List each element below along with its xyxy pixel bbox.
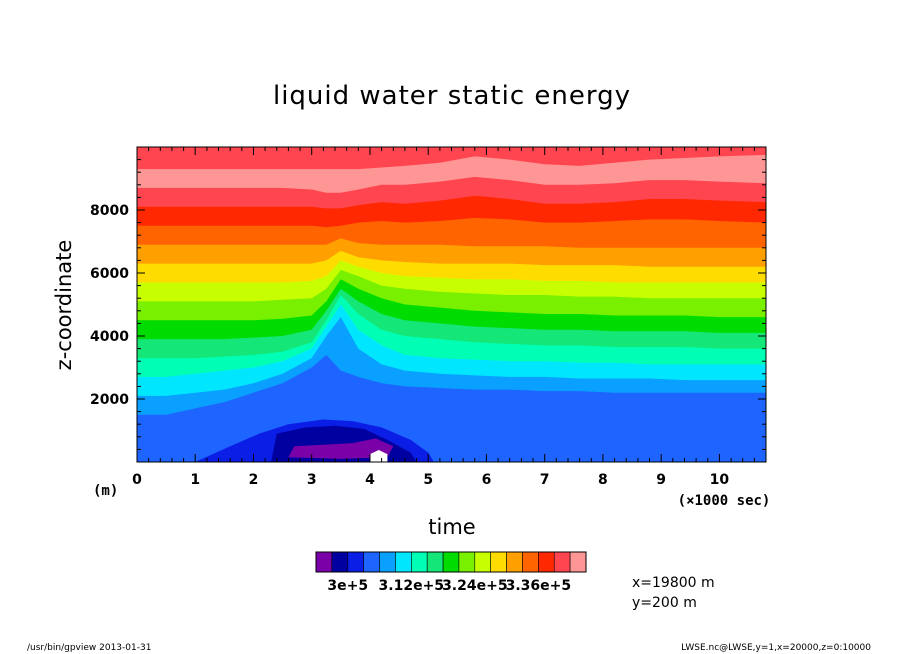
y-axis: 2000 4000 6000 8000 [90, 146, 766, 463]
footer-right: LWSE.nc@LWSE,y=1,x=20000,z=0:10000 [681, 643, 871, 653]
x-tick-label: 4 [365, 472, 375, 488]
x-tick-label: 10 [710, 472, 730, 488]
plot-area: 0 1 2 3 4 5 6 7 8 9 10 2000 4000 6000 8000 [90, 146, 767, 488]
x-location-info: x=19800 m [632, 575, 715, 591]
x-axis-label: time [428, 515, 475, 539]
colorbar-swatch [442, 551, 460, 573]
y-unit-label: (m) [93, 483, 118, 499]
colorbar-swatch [538, 551, 555, 573]
y-axis-label: z-coordinate [52, 240, 76, 371]
colorbar-swatch [395, 551, 412, 573]
colorbar-swatch [506, 551, 523, 573]
minimum-core [370, 450, 388, 462]
colorbar-swatch [490, 551, 507, 573]
y-tick-label: 6000 [90, 266, 129, 282]
colorbar-frame [315, 551, 587, 573]
colorbar-swatch [458, 551, 476, 573]
surface-minimum-region [195, 419, 434, 462]
x-tick-label: 8 [598, 472, 608, 488]
colorbar-swatch [426, 551, 444, 573]
colorbar-swatch [522, 551, 539, 573]
colorbar-swatch [569, 551, 587, 573]
colorbar-swatch [363, 551, 380, 573]
x-axis: 0 1 2 3 4 5 6 7 8 9 10 [132, 147, 767, 488]
colorbar-swatch [347, 551, 364, 573]
x-tick-label: 7 [540, 472, 550, 488]
y-location-info: y=200 m [632, 595, 697, 611]
x-tick-label: 0 [132, 472, 142, 488]
colorbar: 3e+5 3.12e+53.24e+53.36e+5 [315, 551, 587, 594]
colorbar-swatch [315, 551, 333, 573]
colorbar-tick-label: 3.36e+5 [506, 578, 572, 594]
x-tick-label: 2 [249, 472, 259, 488]
colorbar-swatch [331, 551, 349, 573]
colorbar-tick-label: 3.12e+5 [379, 578, 445, 594]
y-tick-label: 4000 [90, 329, 129, 345]
footer-left: /usr/bin/gpview 2013-01-31 [27, 643, 151, 653]
x-tick-label: 5 [423, 472, 433, 488]
colorbar-swatch [474, 551, 491, 573]
colorbar-tick-label: 3.24e+5 [442, 578, 508, 594]
y-tick-label: 8000 [90, 203, 129, 219]
y-tick-label: 2000 [90, 392, 129, 408]
colorbar-swatch [410, 551, 428, 573]
x-tick-label: 1 [190, 472, 200, 488]
contour-fills [137, 147, 766, 462]
colorbar-swatch [553, 551, 571, 573]
x-tick-label: 3 [307, 472, 317, 488]
colorbar-swatch [379, 551, 396, 573]
minimum-band-3 [288, 438, 394, 459]
x-unit-label: (×1000 sec) [678, 493, 771, 509]
colorbar-tick-label: 3e+5 [327, 578, 368, 594]
x-tick-label: 6 [482, 472, 492, 488]
chart-title: liquid water static energy [273, 81, 631, 111]
x-tick-label: 9 [656, 472, 666, 488]
